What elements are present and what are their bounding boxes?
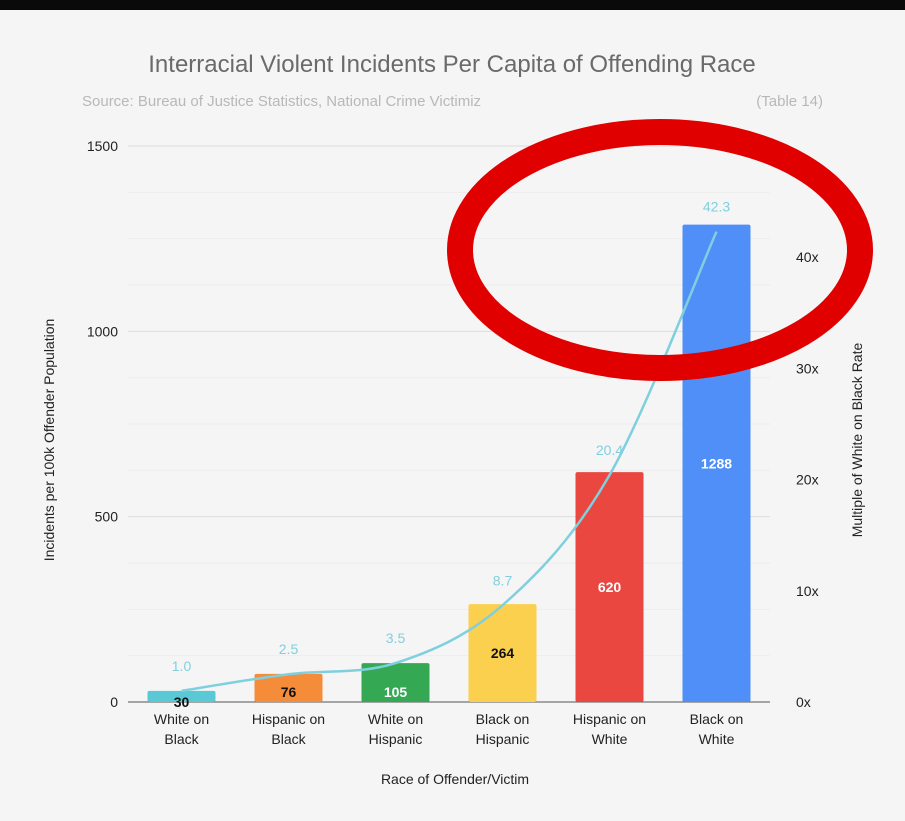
bar xyxy=(468,604,537,702)
chart-title: Interracial Violent Incidents Per Capita… xyxy=(148,51,755,78)
bar-value-label: 30 xyxy=(174,694,190,710)
left-axis-ticks: 0 500 1000 1500 xyxy=(87,138,118,710)
right-axis-ticks: 0x 10x 20x 30x 40x xyxy=(796,249,819,710)
left-tick-label: 0 xyxy=(110,694,118,710)
category-label: White on xyxy=(368,711,423,727)
category-label: Black xyxy=(164,731,199,747)
right-tick-label: 40x xyxy=(796,249,819,265)
ratio-value-label: 2.5 xyxy=(279,641,299,657)
y2-axis-title: Multiple of White on Black Rate xyxy=(849,343,865,538)
category-label: Hispanic xyxy=(476,731,530,747)
category-label: Hispanic on xyxy=(573,711,646,727)
category-labels: White on Black Hispanic on Black White on His… xyxy=(154,711,743,747)
category-label: Hispanic on xyxy=(252,711,325,727)
gridlines xyxy=(128,145,770,703)
category-label: Black xyxy=(271,731,306,747)
right-tick-label: 30x xyxy=(796,360,819,376)
bars: 30 76 105 264 620 1288 xyxy=(147,224,751,710)
bar xyxy=(361,663,430,702)
left-tick-label: 1500 xyxy=(87,138,118,154)
ratio-value-label: 20.4 xyxy=(596,442,623,458)
y-axis-title: Incidents per 100k Offender Population xyxy=(41,319,57,562)
bar xyxy=(147,690,216,702)
bar-value-label: 264 xyxy=(491,645,515,661)
bar-value-label: 76 xyxy=(281,684,297,700)
bar xyxy=(575,472,644,702)
ratio-line xyxy=(181,231,718,693)
ratio-value-label: 8.7 xyxy=(493,572,513,588)
bar-value-label: 620 xyxy=(598,579,622,595)
category-label: White on xyxy=(154,711,209,727)
annotation-circle xyxy=(447,119,873,381)
left-tick-label: 500 xyxy=(95,509,119,525)
ratio-value-label: 1.0 xyxy=(172,658,192,674)
chart-subtitle-tail: (Table 14) xyxy=(756,93,823,110)
category-label: Black on xyxy=(690,711,744,727)
right-tick-label: 10x xyxy=(796,583,819,599)
chart-subtitle: Source: Bureau of Justice Statistics, Na… xyxy=(82,93,481,110)
bar xyxy=(254,673,323,702)
bar xyxy=(682,224,751,702)
left-tick-label: 1000 xyxy=(87,323,118,339)
right-tick-label: 0x xyxy=(796,694,811,710)
ratio-labels: 1.0 2.5 3.5 8.7 20.4 42.3 xyxy=(172,199,731,674)
x-axis-title: Race of Offender/Victim xyxy=(381,771,529,787)
category-label: White xyxy=(699,731,735,747)
bar-value-label: 105 xyxy=(384,684,408,700)
ratio-value-label: 3.5 xyxy=(386,630,406,646)
bar-value-label: 1288 xyxy=(701,455,732,471)
category-label: Hispanic xyxy=(369,731,423,747)
category-label: White xyxy=(592,731,628,747)
right-tick-label: 20x xyxy=(796,472,819,488)
top-black-bar xyxy=(0,0,905,10)
ratio-value-label: 42.3 xyxy=(703,199,730,215)
category-label: Black on xyxy=(476,711,530,727)
